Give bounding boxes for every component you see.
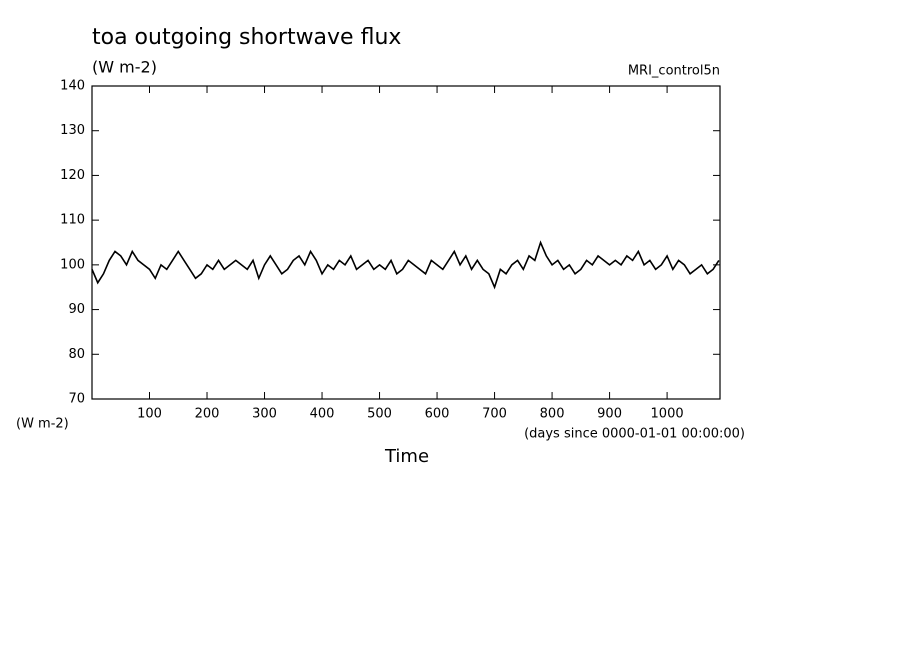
y-tick-label: 110 bbox=[60, 213, 85, 228]
x-tick-label: 300 bbox=[252, 407, 277, 422]
plot-frame bbox=[91, 85, 721, 400]
y-units: (W m-2) bbox=[16, 417, 69, 432]
x-tick-label: 700 bbox=[482, 407, 507, 422]
dataset-label: MRI_control5n bbox=[628, 64, 720, 79]
x-units: (days since 0000-01-01 00:00:00) bbox=[524, 427, 745, 442]
x-tick-label: 200 bbox=[195, 407, 220, 422]
chart-title: toa outgoing shortwave flux bbox=[92, 25, 401, 50]
y-tick-label: 120 bbox=[60, 168, 85, 183]
x-axis-label: Time bbox=[384, 446, 429, 467]
y-tick-label: 70 bbox=[68, 392, 85, 407]
x-tick-label: 600 bbox=[425, 407, 450, 422]
x-tick-label: 800 bbox=[540, 407, 565, 422]
x-tick-label: 400 bbox=[310, 407, 335, 422]
data-line bbox=[91, 240, 720, 290]
y-tick-label: 80 bbox=[68, 347, 85, 362]
x-tick-label: 100 bbox=[137, 407, 162, 422]
y-tick-label: 130 bbox=[60, 123, 85, 138]
x-tick-label: 1000 bbox=[651, 407, 684, 422]
chart-subtitle: (W m-2) bbox=[92, 58, 157, 77]
x-tick-label: 900 bbox=[597, 407, 622, 422]
y-tick-label: 100 bbox=[60, 257, 85, 272]
y-tick-label: 90 bbox=[68, 302, 85, 317]
y-tick-label: 140 bbox=[60, 79, 85, 94]
x-tick-label: 500 bbox=[367, 407, 392, 422]
